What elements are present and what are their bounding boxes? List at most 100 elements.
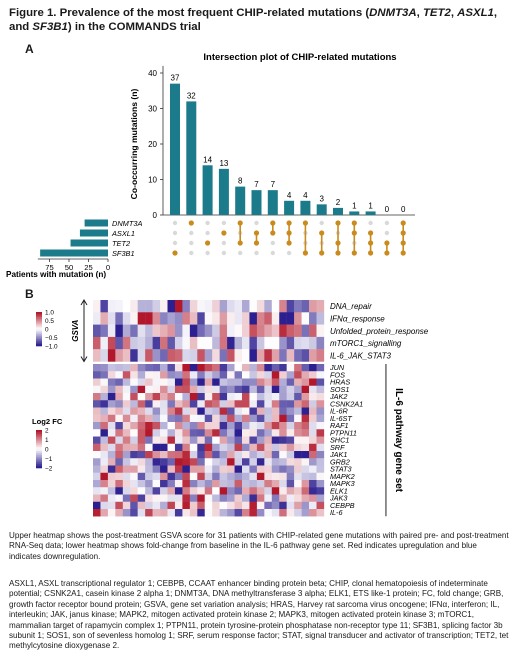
matrix-dot-on — [286, 230, 292, 236]
fc-cell — [212, 509, 220, 517]
fc-cell — [130, 400, 138, 408]
gsva-cell — [174, 349, 183, 362]
fc-cell — [249, 501, 258, 510]
fc-cell — [130, 371, 138, 379]
fc-row-label: JAK3 — [329, 494, 347, 503]
set-label: TET2 — [112, 239, 130, 248]
title-part: DNMT3A — [369, 7, 417, 19]
fc-cell — [130, 407, 138, 415]
fc-cell — [316, 465, 325, 473]
fc-cell — [316, 443, 325, 452]
bar-value-label: 37 — [171, 74, 180, 83]
fc-cell — [107, 480, 116, 488]
gsva-cell — [137, 336, 146, 350]
intersection-bar — [202, 165, 213, 215]
fc-cell — [249, 385, 258, 394]
fc-cell — [130, 422, 138, 430]
fc-cell — [182, 451, 191, 459]
fc-cell — [264, 436, 272, 444]
fc-cell — [145, 429, 153, 437]
fc-cell — [309, 436, 317, 444]
gsva-cell — [212, 312, 220, 325]
gsva-cell — [286, 324, 295, 338]
fc-cell — [264, 501, 272, 510]
fc-legend-swatch — [36, 431, 42, 435]
fc-cell — [264, 472, 272, 481]
fc-cell — [242, 472, 250, 481]
fc-cell — [93, 414, 101, 423]
fc-cell — [160, 378, 168, 386]
fc-cell — [309, 487, 317, 495]
fc-cell — [130, 487, 138, 495]
gsva-row-label: IL-6_JAK_STAT3 — [330, 351, 392, 360]
fc-cell — [286, 364, 295, 372]
intersection-bar — [235, 186, 246, 215]
gsva-cell — [137, 349, 146, 362]
fc-cell — [256, 385, 265, 394]
gsva-cell — [107, 349, 116, 362]
fc-cell — [137, 407, 146, 415]
fc-cell — [197, 378, 205, 386]
fc-row-label: JAK2 — [329, 392, 347, 401]
fc-cell — [219, 422, 228, 430]
matrix-dot-on — [400, 240, 406, 246]
fc-cell — [286, 429, 295, 437]
fc-cell — [227, 494, 235, 502]
gsva-legend-swatch — [36, 327, 42, 330]
matrix-dot-off — [221, 240, 227, 246]
gsva-cell — [212, 324, 220, 338]
fc-cell — [316, 436, 325, 444]
gsva-cell — [294, 336, 302, 350]
fc-cell — [197, 501, 205, 510]
fc-cell — [234, 400, 243, 408]
gsva-cell — [279, 312, 287, 325]
fc-cell — [286, 400, 295, 408]
fc-cell — [137, 443, 146, 452]
gsva-cell — [145, 300, 153, 313]
fc-cell — [286, 480, 295, 488]
gsva-cell — [249, 349, 258, 362]
intersection-bar — [186, 101, 197, 215]
fc-cell — [152, 436, 161, 444]
fc-cell — [107, 429, 116, 437]
fc-cell — [115, 480, 123, 488]
fc-legend-swatch — [36, 458, 42, 461]
fc-cell — [301, 472, 310, 481]
fc-cell — [301, 501, 310, 510]
gsva-cell — [197, 336, 205, 350]
fc-cell — [107, 501, 116, 510]
fc-cell — [152, 494, 161, 502]
fc-cell — [145, 422, 153, 430]
fc-cell — [204, 472, 213, 481]
fc-cell — [189, 378, 198, 386]
panel-b-letter: B — [25, 287, 34, 301]
fc-cell — [137, 509, 146, 517]
matrix-dot-off — [368, 220, 373, 226]
title-part: , — [450, 7, 458, 19]
fc-cell — [219, 407, 228, 415]
fc-cell — [294, 487, 302, 495]
set-size-tick-label: 0 — [106, 263, 110, 272]
fc-cell — [137, 501, 146, 510]
fc-cell — [279, 385, 287, 394]
fc-cell — [107, 458, 116, 466]
fc-cell — [189, 364, 198, 372]
fc-cell — [204, 371, 213, 379]
fc-cell — [227, 458, 235, 466]
fc-cell — [227, 393, 235, 401]
fc-cell — [189, 472, 198, 481]
fc-cell — [115, 436, 123, 444]
fc-cell — [204, 480, 213, 488]
fc-cell — [160, 501, 168, 510]
gsva-cell — [182, 349, 191, 362]
fc-cell — [182, 494, 191, 502]
matrix-dot-off — [221, 220, 227, 226]
fc-cell — [286, 458, 295, 466]
fc-legend-swatch — [36, 454, 42, 457]
fc-cell — [197, 364, 205, 372]
fc-cell — [212, 429, 220, 437]
gsva-legend-swatch — [36, 339, 42, 342]
fc-cell — [107, 385, 116, 394]
fc-cell — [212, 371, 220, 379]
fc-cell — [115, 465, 123, 473]
